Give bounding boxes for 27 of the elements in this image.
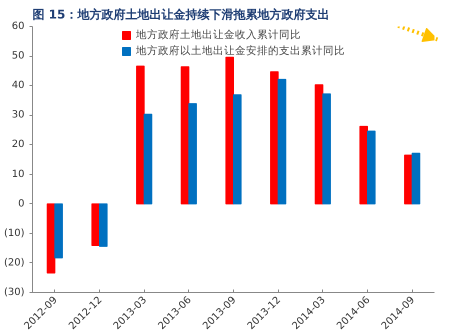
- y-tick-label: 10: [12, 168, 25, 180]
- bar: [322, 93, 331, 204]
- y-tick-label: 20: [12, 139, 25, 150]
- y-tick-label: 60: [12, 21, 25, 32]
- bar: [314, 84, 324, 204]
- chart-title: 图 15：地方政府土地出让金持续下滑拖累地方政府支出: [32, 8, 330, 22]
- bar: [225, 56, 234, 204]
- y-tick-label: 40: [12, 80, 25, 92]
- bar: [54, 203, 63, 258]
- y-tick-label: (20): [4, 257, 25, 268]
- legend-label: 地方政府以土地出让金安排的支出累计同比: [136, 44, 345, 58]
- bar: [278, 78, 286, 204]
- bar: [180, 66, 190, 204]
- bar: [188, 103, 197, 204]
- bar: [144, 114, 152, 204]
- y-tick-label: (30): [4, 287, 25, 298]
- bar: [233, 94, 242, 204]
- legend-label: 地方政府土地出让金收入累计同比: [136, 28, 301, 42]
- bar: [136, 66, 145, 204]
- y-tick-label: 0: [18, 198, 25, 210]
- y-tick-label: 50: [12, 50, 25, 62]
- bar: [99, 203, 108, 247]
- bar: [367, 130, 376, 204]
- y-tick-label: (10): [4, 228, 25, 239]
- bar: [412, 152, 420, 204]
- bar: [46, 203, 56, 274]
- y-tick-label: 30: [12, 110, 25, 121]
